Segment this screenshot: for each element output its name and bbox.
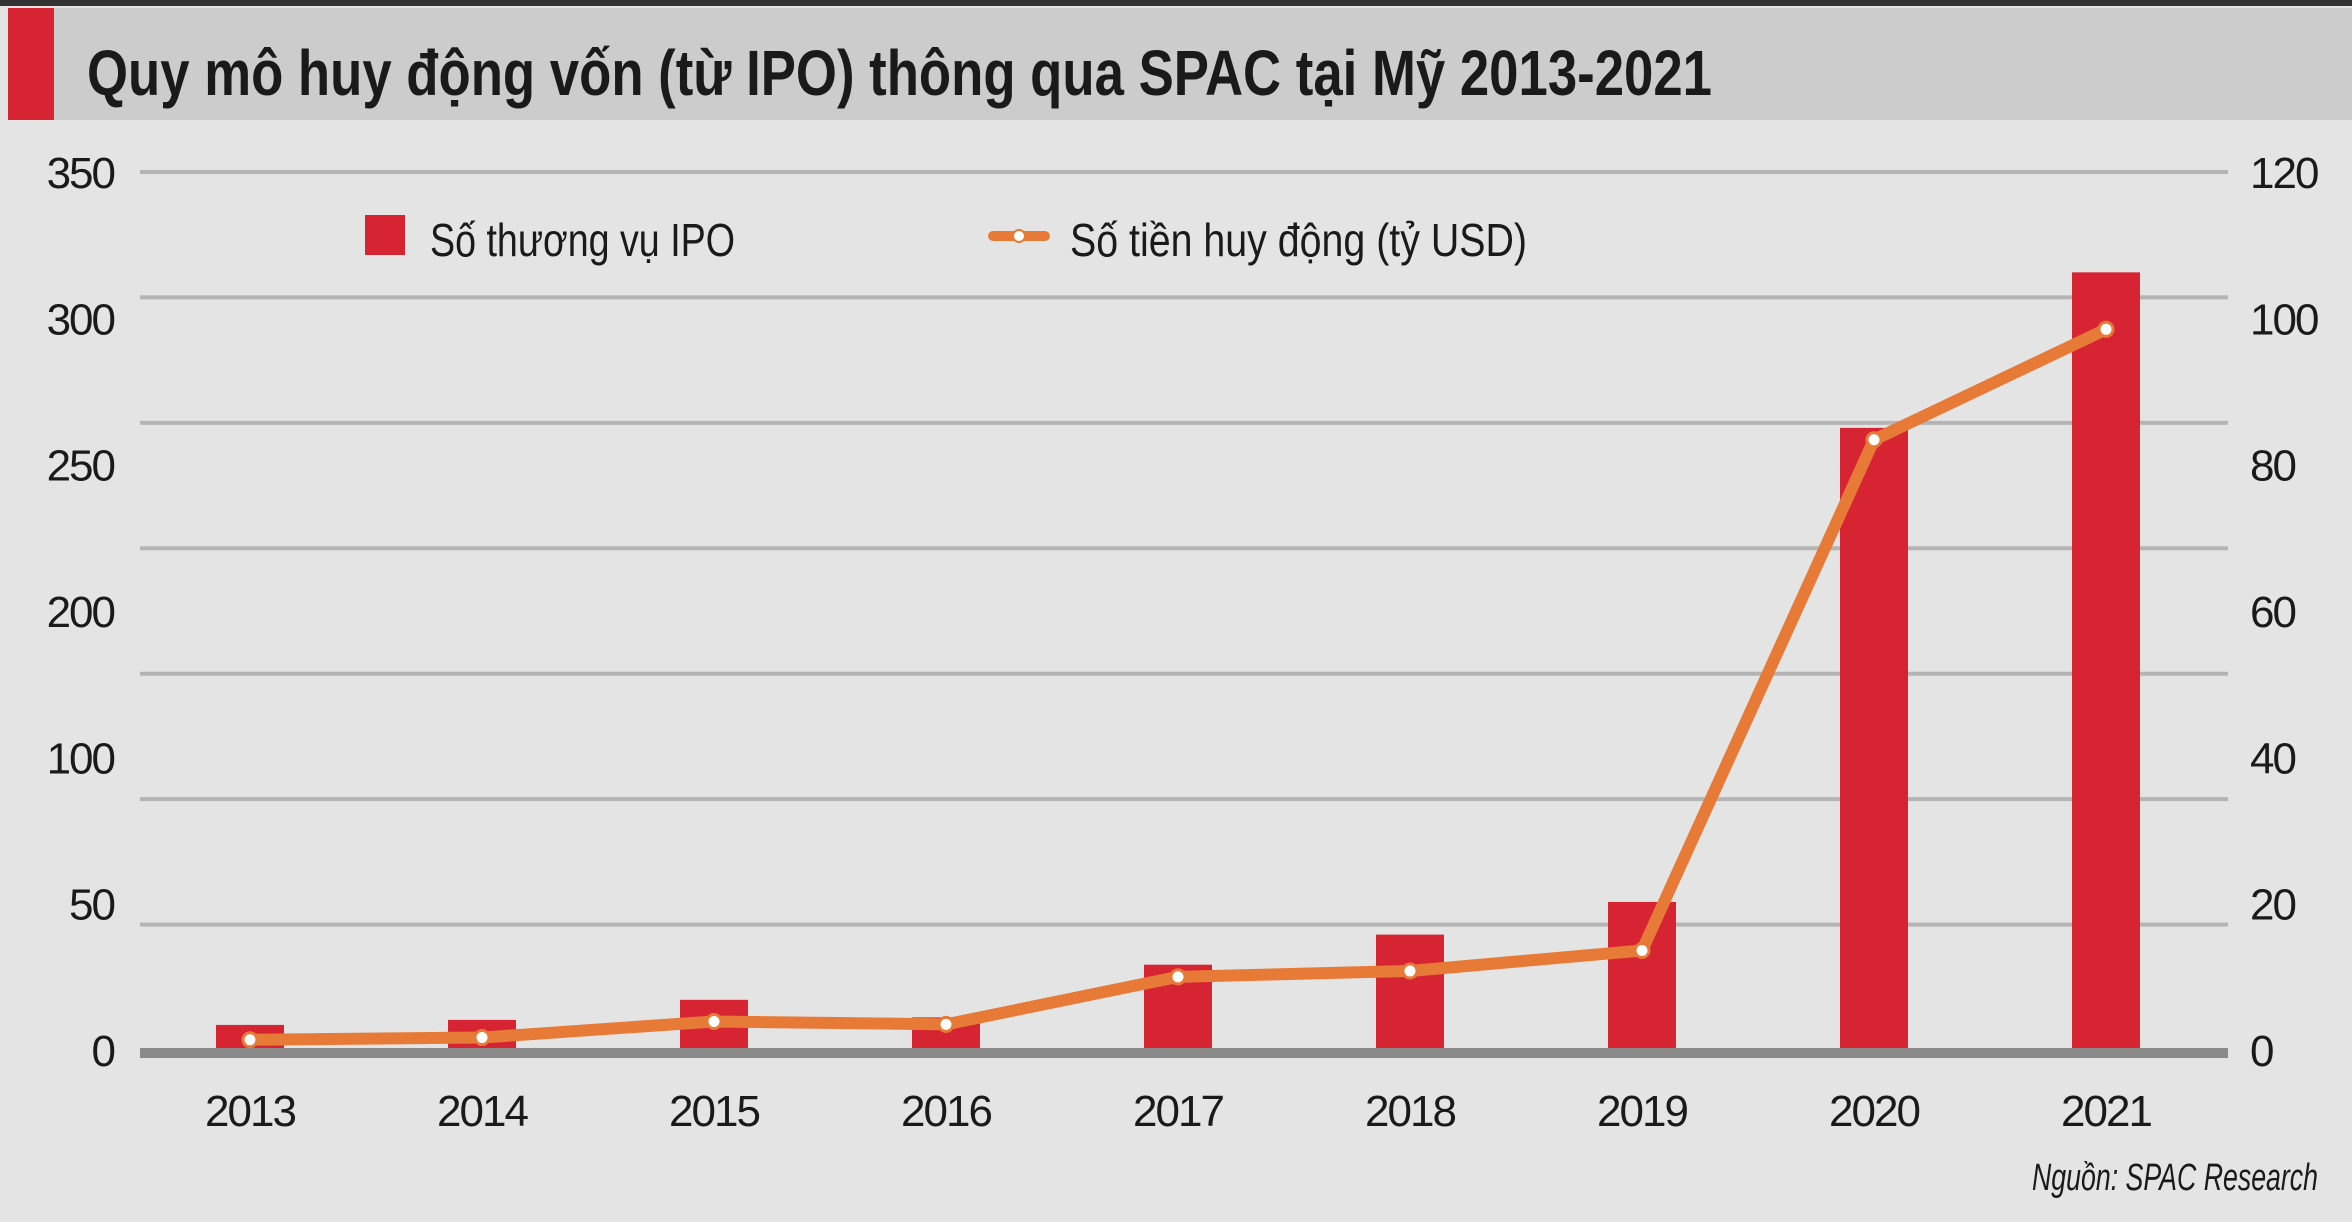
bar-2021 bbox=[2072, 272, 2140, 1050]
x-tick-label: 2018 bbox=[1365, 1087, 1455, 1136]
x-tick-label: 2013 bbox=[205, 1087, 295, 1136]
bar-2019 bbox=[1608, 901, 1676, 1050]
line-point-2014 bbox=[473, 1029, 491, 1047]
x-tick-label: 2019 bbox=[1597, 1087, 1687, 1136]
x-axis-ticks: 2013 2014 2015 2016 2017 2018 2019 2020 2021 bbox=[205, 1087, 2153, 1136]
left-tick-label: 100 bbox=[47, 734, 115, 783]
source-note: Nguồn: SPAC Research bbox=[2032, 1157, 2318, 1199]
x-tick-label: 2015 bbox=[669, 1087, 759, 1136]
right-axis-ticks: 120 100 80 60 40 20 0 bbox=[2250, 149, 2320, 1076]
x-axis-baseline bbox=[140, 1048, 2228, 1058]
left-tick-label: 300 bbox=[47, 295, 115, 344]
line-point-2016 bbox=[937, 1015, 955, 1033]
bar-2020 bbox=[1840, 427, 1908, 1051]
line-point-2013 bbox=[241, 1031, 259, 1049]
line-point-2019 bbox=[1633, 941, 1651, 959]
x-tick-label: 2020 bbox=[1829, 1087, 1919, 1136]
title-bar bbox=[8, 8, 2352, 120]
line-point-2015 bbox=[705, 1012, 723, 1030]
legend-bar-swatch bbox=[365, 215, 405, 255]
legend: Số thương vụ IPO Số tiền huy động (tỷ US… bbox=[365, 214, 1527, 266]
right-tick-label: 0 bbox=[2250, 1027, 2273, 1076]
title-accent-block bbox=[8, 8, 54, 120]
top-border bbox=[0, 0, 2352, 6]
line-point-2017 bbox=[1169, 968, 1187, 986]
right-tick-label: 120 bbox=[2250, 149, 2318, 198]
bars bbox=[216, 272, 2140, 1051]
right-tick-label: 100 bbox=[2250, 295, 2318, 344]
left-tick-label: 50 bbox=[69, 881, 114, 930]
legend-line-label: Số tiền huy động (tỷ USD) bbox=[1070, 214, 1527, 266]
line-point-2020 bbox=[1865, 431, 1883, 449]
right-tick-label: 40 bbox=[2250, 734, 2295, 783]
chart-title: Quy mô huy động vốn (từ IPO) thông qua S… bbox=[87, 37, 1712, 109]
right-tick-label: 80 bbox=[2250, 442, 2295, 491]
legend-bar-label: Số thương vụ IPO bbox=[430, 214, 735, 266]
right-tick-label: 60 bbox=[2250, 588, 2295, 637]
x-tick-label: 2016 bbox=[901, 1087, 991, 1136]
x-tick-label: 2021 bbox=[2061, 1087, 2151, 1136]
bar-2018 bbox=[1376, 934, 1444, 1050]
x-tick-label: 2014 bbox=[437, 1087, 528, 1136]
legend-line-marker bbox=[1012, 229, 1026, 243]
left-tick-label: 200 bbox=[47, 588, 115, 637]
left-tick-label: 0 bbox=[92, 1027, 115, 1076]
left-tick-label: 350 bbox=[47, 149, 115, 198]
right-tick-label: 20 bbox=[2250, 881, 2295, 930]
line-point-2021 bbox=[2097, 320, 2115, 338]
line-point-2018 bbox=[1401, 962, 1419, 980]
left-axis-ticks: 350 300 250 200 100 50 0 bbox=[47, 149, 117, 1076]
line-series bbox=[241, 320, 2115, 1049]
x-tick-label: 2017 bbox=[1133, 1087, 1223, 1136]
left-tick-label: 250 bbox=[47, 442, 115, 491]
